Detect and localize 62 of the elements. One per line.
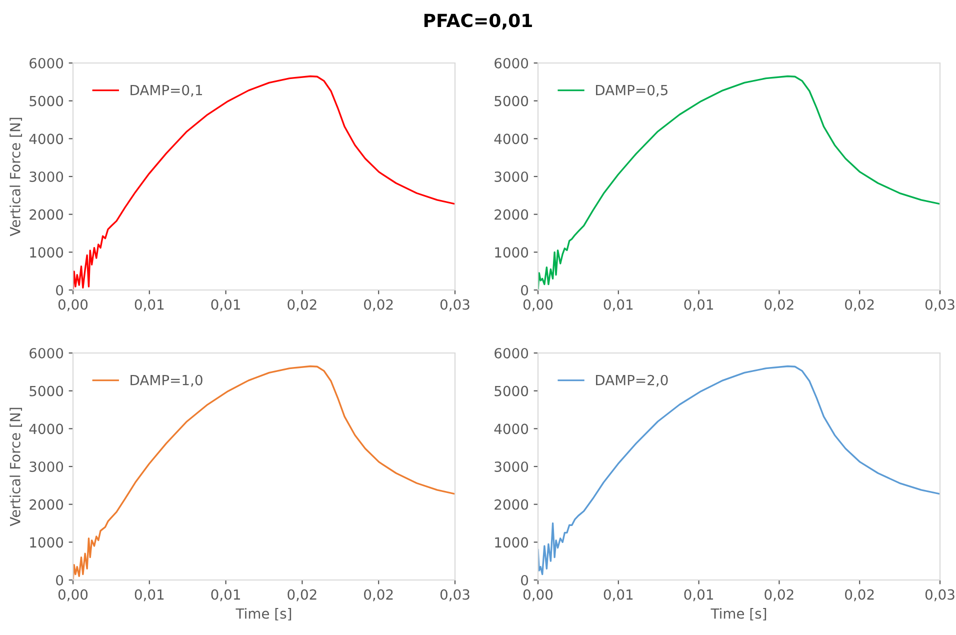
- x-tick-label: 0,00: [58, 589, 88, 602]
- x-tick-label: 0,01: [211, 299, 240, 312]
- x-tick-label: 0,03: [440, 589, 470, 602]
- x-tick-label: 0,01: [134, 589, 164, 602]
- y-tick-label: 5000: [30, 96, 64, 106]
- x-tick-label: 0,02: [364, 299, 393, 312]
- x-tick-label: 0,00: [523, 299, 553, 312]
- x-tick-label: 0,00: [58, 299, 88, 312]
- x-tick-label: 0,01: [684, 299, 713, 312]
- x-tick-label: 0,02: [288, 299, 316, 312]
- line-series: [538, 365, 940, 576]
- y-tick-label: 2000: [494, 499, 528, 510]
- legend-label: DAMP=1,0: [130, 374, 202, 387]
- x-tick-label: 0,01: [684, 589, 713, 602]
- x-tick-label: 0,02: [764, 299, 794, 312]
- y-tick-label: 0: [56, 284, 64, 296]
- x-tick-label: 0,02: [845, 589, 874, 602]
- y-tick-label: 0: [56, 574, 64, 586]
- y-tick-label: 4000: [494, 134, 528, 144]
- x-tick-label: 0,01: [134, 299, 164, 312]
- y-tick-label: 5000: [494, 386, 528, 396]
- y-tick-label: 0: [521, 284, 528, 296]
- x-tick-label: 0,03: [440, 299, 470, 312]
- y-tick-label: 2000: [30, 499, 64, 510]
- y-tick-label: 1000: [495, 247, 528, 258]
- y-tick-label: 2000: [494, 209, 528, 220]
- y-tick-label: 5000: [30, 386, 64, 396]
- x-axis-title: Time [s]: [710, 608, 766, 620]
- y-tick-label: 0: [521, 574, 528, 586]
- x-tick-label: 0,03: [925, 299, 954, 312]
- y-tick-label: 1000: [30, 247, 64, 258]
- x-tick-label: 0,01: [604, 589, 633, 602]
- legend-label: DAMP=2,0: [596, 374, 668, 387]
- chart-title: PFAC=0,01: [424, 14, 532, 30]
- y-tick-label: 6000: [30, 348, 64, 358]
- y-tick-label: 6000: [494, 58, 528, 68]
- x-tick-label: 0,03: [925, 589, 954, 602]
- legend-label: DAMP=0,5: [596, 84, 668, 97]
- x-tick-label: 0,02: [364, 589, 393, 602]
- legend-label: DAMP=0,1: [130, 84, 202, 97]
- y-axis-title: Vertical Force [N]: [10, 408, 22, 526]
- x-tick-label: 0,02: [288, 589, 316, 602]
- y-tick-label: 4000: [29, 424, 64, 434]
- y-tick-label: 3000: [30, 461, 64, 472]
- y-tick-label: 1000: [495, 537, 528, 548]
- y-tick-label: 3000: [30, 171, 64, 182]
- y-tick-label: 6000: [494, 348, 528, 358]
- y-tick-label: 3000: [494, 171, 528, 182]
- y-tick-label: 6000: [30, 58, 64, 68]
- y-tick-label: 4000: [494, 424, 528, 434]
- x-tick-label: 0,01: [211, 589, 240, 602]
- x-axis-title: Time [s]: [236, 608, 292, 620]
- y-axis-title: Vertical Force [N]: [10, 118, 22, 236]
- y-tick-label: 4000: [29, 134, 64, 144]
- y-tick-label: 3000: [494, 461, 528, 472]
- y-tick-label: 5000: [494, 96, 528, 106]
- x-tick-label: 0,02: [764, 589, 794, 602]
- x-tick-label: 0,01: [604, 299, 633, 312]
- y-tick-label: 2000: [30, 209, 64, 220]
- x-tick-label: 0,00: [523, 589, 553, 602]
- y-tick-label: 1000: [30, 537, 64, 548]
- x-tick-label: 0,02: [845, 299, 874, 312]
